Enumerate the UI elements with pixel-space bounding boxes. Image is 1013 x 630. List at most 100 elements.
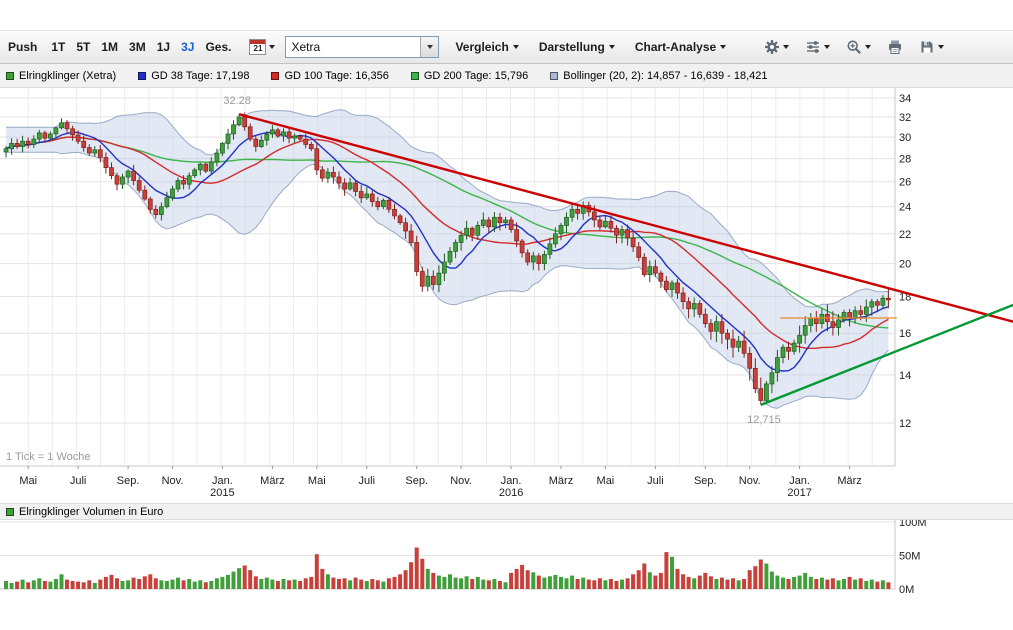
volume-bar: [731, 578, 735, 589]
downtrend-line[interactable]: [238, 113, 1013, 323]
indicator-settings-icon: [807, 41, 820, 53]
volume-bar: [597, 578, 602, 589]
candle-body: [569, 208, 575, 218]
period-button-1t[interactable]: 1T: [51, 40, 66, 54]
period-button-1m[interactable]: 1M: [101, 40, 119, 54]
legend-color-swatch: [6, 507, 14, 516]
candle-body: [358, 191, 364, 199]
menu-chart-analyse[interactable]: Chart-Analyse: [635, 40, 727, 54]
volume-bar: [775, 575, 780, 589]
volume-bar: [869, 579, 874, 589]
print-button[interactable]: [887, 39, 903, 55]
volume-bar: [553, 574, 558, 589]
candle-body: [197, 163, 203, 171]
volume-bar: [653, 575, 658, 589]
save-button[interactable]: [919, 39, 945, 55]
candle-body: [203, 163, 209, 172]
menu-darstellung-label: Darstellung: [538, 40, 605, 54]
volume-bar: [825, 579, 830, 589]
legend-color-swatch: [410, 71, 419, 80]
uptrend-line[interactable]: [760, 303, 1013, 407]
volume-bar: [53, 579, 58, 590]
indicators-button[interactable]: [805, 39, 831, 55]
volume-bar: [742, 579, 747, 590]
candle-body: [414, 242, 420, 272]
svg-text:Mai: Mai: [19, 475, 37, 487]
period-selector: 1T 5T 1M 3M 1J 3J Ges.: [51, 40, 231, 54]
volume-bar: [642, 563, 647, 589]
candle-body: [686, 301, 691, 310]
candle-body: [147, 198, 153, 210]
candle-body: [625, 229, 630, 239]
svg-text:Mai: Mai: [597, 475, 615, 487]
period-button-1j[interactable]: 1J: [156, 40, 171, 54]
volume-legend-item-label: Elringklinger Volumen in Euro: [19, 505, 164, 518]
period-button-5t[interactable]: 5T: [76, 40, 91, 54]
candle-body: [464, 227, 469, 236]
candle-body: [608, 220, 614, 229]
candle-body: [480, 219, 486, 226]
period-button-ges[interactable]: Ges.: [205, 40, 232, 54]
candle-body: [641, 257, 647, 276]
exchange-select[interactable]: Xetra: [285, 36, 440, 58]
candle-body: [36, 132, 42, 140]
volume-bar: [270, 579, 275, 589]
candle-body: [120, 176, 125, 185]
candle-body: [347, 182, 353, 190]
push-button[interactable]: Push: [8, 40, 38, 54]
period-button-3j[interactable]: 3J: [181, 40, 195, 54]
candle-body: [453, 242, 458, 252]
toolbar: Push 1T 5T 1M 3M 1J 3J Ges. 21 Xetra Vergleich…: [0, 30, 1013, 64]
svg-text:14: 14: [899, 370, 911, 382]
menu-vergleich-label: Vergleich: [455, 40, 509, 54]
volume-bar: [486, 580, 491, 589]
volume-bar: [314, 554, 319, 589]
candle-body: [869, 301, 875, 308]
volume-bar: [492, 579, 497, 590]
volume-bar: [697, 575, 702, 589]
candle-body: [59, 122, 64, 129]
svg-text:26: 26: [899, 177, 911, 189]
settings-button[interactable]: [764, 39, 790, 55]
volume-bar: [320, 568, 325, 589]
volume-bar: [392, 576, 397, 589]
svg-text:16: 16: [899, 328, 911, 340]
candle-body: [458, 234, 464, 243]
volume-bar: [686, 576, 691, 589]
volume-bar: [259, 579, 264, 590]
svg-text:32: 32: [899, 112, 911, 124]
volume-bar: [159, 580, 164, 589]
chevron-down-icon: [420, 37, 439, 57]
candle-body: [797, 334, 802, 344]
candle-body: [247, 126, 253, 140]
candle-body: [714, 321, 719, 332]
volume-bar: [497, 581, 502, 589]
period-button-3m[interactable]: 3M: [129, 40, 146, 54]
candle-body: [53, 127, 59, 135]
volume-bar: [120, 581, 125, 589]
volume-bar: [708, 576, 713, 589]
candle-body: [419, 271, 425, 287]
menu-vergleich[interactable]: Vergleich: [455, 40, 519, 54]
trendlines-layer[interactable]: [238, 113, 1013, 407]
volume-bar: [559, 576, 563, 589]
zoom-button[interactable]: [846, 39, 872, 55]
volume-bar: [242, 565, 247, 589]
candle-body: [392, 208, 397, 217]
price-chart[interactable]: 32.28 12,715 1 Tick = 1 Woche 34 32 30 28 26 24 2…: [0, 88, 1013, 503]
candle-body: [181, 180, 186, 185]
candle-body: [808, 317, 814, 326]
calendar-button[interactable]: 21: [249, 39, 276, 55]
menu-darstellung[interactable]: Darstellung: [539, 40, 615, 54]
volume-bar: [109, 574, 114, 589]
volume-bar: [631, 574, 636, 589]
volume-bar: [70, 581, 75, 589]
volume-bar: [803, 572, 808, 589]
volume-bar: [231, 571, 236, 589]
svg-text:März: März: [260, 475, 284, 487]
volume-chart[interactable]: 100M 50M 0M: [0, 520, 1013, 598]
volume-bar: [353, 577, 358, 589]
volume-bar: [31, 580, 36, 589]
legend-color-swatch: [6, 71, 14, 80]
candle-body: [619, 229, 625, 236]
